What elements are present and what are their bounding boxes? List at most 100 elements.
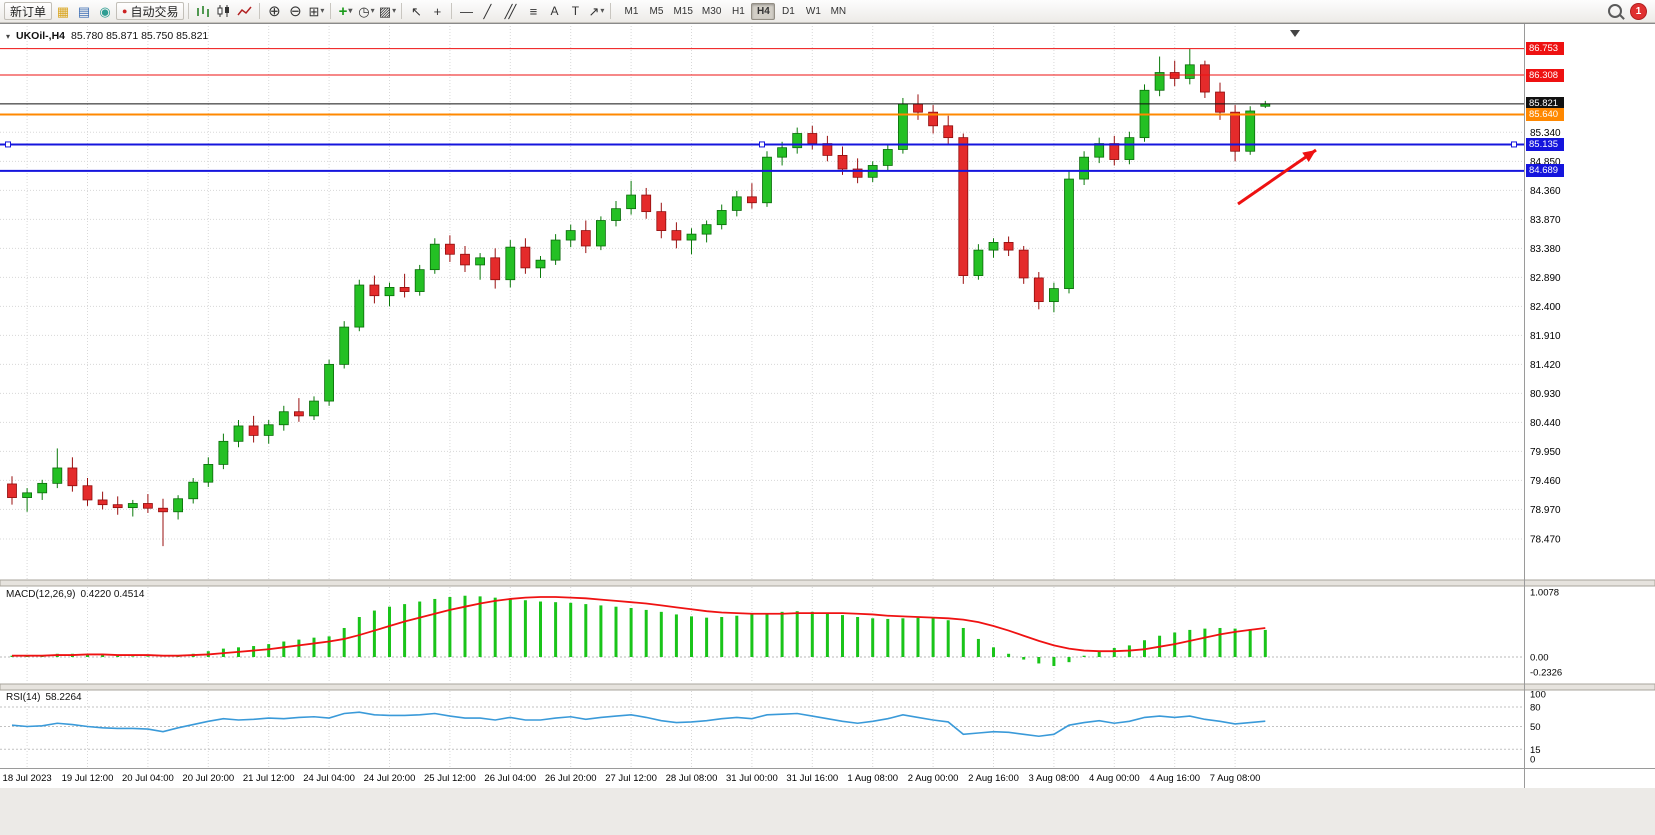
- horizontal-line-icon[interactable]: —: [459, 3, 473, 19]
- toolbar-separator: [401, 3, 403, 19]
- navigator-icon[interactable]: ◉: [99, 3, 111, 19]
- current-price-badge: 85.821: [1526, 97, 1564, 111]
- line-drag-handle[interactable]: [1511, 141, 1517, 148]
- channel-icon[interactable]: ╱╱: [504, 3, 517, 19]
- svg-text:24 Jul 04:00: 24 Jul 04:00: [303, 773, 355, 784]
- window-bottom-strip: [0, 788, 1655, 835]
- svg-text:85.340: 85.340: [1530, 128, 1561, 139]
- svg-text:26 Jul 20:00: 26 Jul 20:00: [545, 773, 597, 784]
- toolbar-separator: [330, 3, 332, 19]
- timeframe-MN[interactable]: MN: [826, 3, 850, 20]
- line-drag-handle[interactable]: [759, 141, 765, 148]
- timeframe-H1[interactable]: H1: [726, 3, 750, 20]
- panel-splitter[interactable]: [0, 579, 1655, 587]
- chart-menu-marker-icon[interactable]: ▾: [6, 31, 11, 41]
- dropdown-arrow-icon: ▾: [370, 6, 375, 15]
- svg-text:-0.2326: -0.2326: [1530, 668, 1562, 679]
- price-level-badge: 86.308: [1526, 68, 1564, 82]
- svg-text:50: 50: [1530, 722, 1541, 733]
- fibonacci-icon[interactable]: ≡: [529, 3, 538, 19]
- svg-text:82.400: 82.400: [1530, 302, 1561, 313]
- timeframe-D1[interactable]: D1: [776, 3, 800, 20]
- svg-text:0.00: 0.00: [1530, 653, 1549, 664]
- svg-text:80.440: 80.440: [1530, 418, 1561, 429]
- svg-text:79.460: 79.460: [1530, 476, 1561, 487]
- market-watch-icon[interactable]: ▦: [56, 3, 70, 19]
- timeframe-M1[interactable]: M1: [619, 3, 643, 20]
- svg-text:7 Aug 08:00: 7 Aug 08:00: [1210, 773, 1261, 784]
- chart-header: ▾ UKOil-,H4 85.780 85.871 85.750 85.821: [6, 30, 208, 42]
- line-drag-handle[interactable]: [5, 141, 11, 148]
- timeframe-M5[interactable]: M5: [644, 3, 668, 20]
- label-tool-icon[interactable]: T: [571, 4, 580, 18]
- cursor-icon[interactable]: ↖: [411, 3, 422, 19]
- data-window-icon[interactable]: ▤: [77, 3, 91, 19]
- shapes-icon[interactable]: ↗ ▾: [588, 3, 605, 19]
- autotrading-icon: ●: [122, 6, 128, 16]
- dropdown-arrow-icon: ▾: [320, 6, 325, 15]
- candlestick-chart-icon[interactable]: [214, 2, 234, 20]
- main-toolbar: 新订单 ▦ ▤ ◉ ● 自动交易 ⊕ ⊖ ⊞ ▾ + ▾ ◷ ▾ ▨ ▾ ↖ + — ╱…: [0, 0, 1655, 23]
- trend-arrow-annotation[interactable]: [1237, 148, 1317, 206]
- svg-text:4 Aug 00:00: 4 Aug 00:00: [1089, 773, 1140, 784]
- price-level-badge: 85.135: [1526, 137, 1564, 151]
- svg-text:81.420: 81.420: [1530, 360, 1561, 371]
- svg-text:0: 0: [1530, 755, 1535, 766]
- svg-text:27 Jul 12:00: 27 Jul 12:00: [605, 773, 657, 784]
- price-level-badge: 86.753: [1526, 42, 1564, 56]
- panel-splitter[interactable]: [0, 683, 1655, 691]
- chart-canvas[interactable]: 85.340 84.850 84.360 83.870 83.380 82.890 82.4…: [0, 24, 1655, 835]
- autotrading-button[interactable]: ● 自动交易: [116, 2, 185, 20]
- timeframe-H4[interactable]: H4: [751, 2, 776, 20]
- svg-text:3 Aug 08:00: 3 Aug 08:00: [1029, 773, 1080, 784]
- svg-text:84.360: 84.360: [1530, 186, 1561, 197]
- svg-text:78.470: 78.470: [1530, 535, 1561, 546]
- price-level-badge: 84.689: [1526, 164, 1564, 178]
- svg-text:84.850: 84.850: [1530, 157, 1561, 168]
- svg-text:18 Jul 2023: 18 Jul 2023: [3, 773, 52, 784]
- toolbar-separator: [188, 3, 190, 19]
- macd-histogram: [10, 595, 1267, 667]
- tile-windows-icon[interactable]: ⊞ ▾: [308, 3, 325, 19]
- svg-text:80: 80: [1530, 703, 1541, 714]
- trendline-icon[interactable]: ╱: [483, 3, 492, 19]
- zoom-in-icon[interactable]: ⊕: [268, 2, 281, 20]
- templates-icon[interactable]: ▨ ▾: [378, 3, 397, 19]
- price-level-line[interactable]: [0, 141, 1524, 148]
- svg-text:83.380: 83.380: [1530, 244, 1561, 255]
- crosshair-icon[interactable]: +: [433, 3, 442, 19]
- candlestick-series: [7, 48, 1271, 547]
- indicators-icon[interactable]: + ▾: [338, 2, 353, 20]
- new-order-button[interactable]: 新订单: [4, 2, 53, 20]
- svg-text:20 Jul 04:00: 20 Jul 04:00: [122, 773, 174, 784]
- timeframe-M30[interactable]: M30: [698, 3, 725, 20]
- notification-badge[interactable]: 1: [1630, 2, 1647, 20]
- svg-text:25 Jul 12:00: 25 Jul 12:00: [424, 773, 476, 784]
- toolbar-right-group: 1: [1608, 2, 1651, 20]
- zoom-out-icon[interactable]: ⊖: [289, 2, 302, 20]
- svg-text:31 Jul 00:00: 31 Jul 00:00: [726, 773, 778, 784]
- dropdown-arrow-icon: ▾: [600, 6, 605, 15]
- price-level-badge: 85.640: [1526, 108, 1564, 122]
- svg-text:15: 15: [1530, 745, 1541, 756]
- chart-shift-marker-icon[interactable]: [1290, 30, 1300, 37]
- line-chart-icon[interactable]: [235, 2, 255, 20]
- svg-text:1.0078: 1.0078: [1530, 587, 1559, 598]
- timeframe-toolbar: M1 M5 M15 M30 H1 H4 D1 W1 MN: [619, 2, 850, 20]
- rsi-line: [11, 711, 1266, 738]
- search-icon[interactable]: [1608, 4, 1622, 18]
- timeframe-M15[interactable]: M15: [669, 3, 696, 20]
- chart-ohlc-values: 85.780 85.871 85.750 85.821: [71, 30, 209, 42]
- timeframe-W1[interactable]: W1: [801, 3, 825, 20]
- dropdown-arrow-icon: ▾: [392, 6, 397, 15]
- text-tool-icon[interactable]: A: [550, 4, 559, 18]
- toolbar-separator: [451, 3, 453, 19]
- svg-text:83.870: 83.870: [1530, 215, 1561, 226]
- macd-signal-line: [12, 596, 1266, 657]
- toolbar-separator: [259, 3, 261, 19]
- macd-indicator-label: MACD(12,26,9) 0.4220 0.4514: [6, 589, 145, 600]
- svg-text:21 Jul 12:00: 21 Jul 12:00: [243, 773, 295, 784]
- periods-icon[interactable]: ◷ ▾: [358, 3, 375, 19]
- bar-chart-icon[interactable]: [193, 2, 213, 20]
- svg-text:81.910: 81.910: [1530, 331, 1561, 342]
